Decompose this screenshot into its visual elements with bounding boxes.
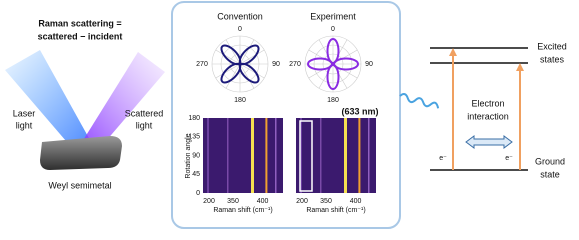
heatmap-stripe <box>344 118 347 193</box>
polar-title: Experiment <box>310 11 356 21</box>
heatmap-stripe <box>265 118 268 193</box>
level-label: state <box>540 169 560 179</box>
x-tick-label: 400 <box>257 198 269 205</box>
y-tick-label: 180 <box>188 115 200 122</box>
angle-label: 90 <box>272 61 280 68</box>
x-tick-label: 350 <box>227 198 239 205</box>
polar-lobe <box>220 62 242 84</box>
arrow-head <box>449 48 457 56</box>
polar-lobe <box>238 44 260 66</box>
y-axis-label: Rotation angle <box>185 133 192 178</box>
angle-label: 0 <box>331 26 335 33</box>
laser-label: light <box>16 120 33 130</box>
heatmap-stripe <box>275 118 277 193</box>
heatmap-stripe <box>368 118 370 193</box>
laser-beam <box>5 50 90 148</box>
angle-label: 180 <box>234 97 246 104</box>
electron-label: e⁻ <box>439 155 447 162</box>
figure: Raman scattering = scattered − incident … <box>5 1 567 229</box>
angle-label: 0 <box>238 26 242 33</box>
interaction-arrow <box>465 135 513 149</box>
x-axis-label: Raman shift (cm⁻¹) <box>306 207 365 214</box>
interaction-label: interaction <box>467 111 509 121</box>
panel-frame <box>171 1 401 229</box>
semimetal-block <box>40 136 122 170</box>
polar-lobe <box>307 57 333 71</box>
level-label: Excited <box>537 41 567 51</box>
x-axis-label: Raman shift (cm⁻¹) <box>213 207 272 214</box>
heatmap-stripe <box>320 118 322 193</box>
polar-lobe <box>220 44 242 66</box>
heatmap <box>203 118 283 193</box>
interaction-label: Electron <box>471 98 504 108</box>
level-label: states <box>540 54 565 64</box>
x-tick-label: 200 <box>296 198 308 205</box>
photon-wave <box>399 93 440 109</box>
x-tick-label: 350 <box>320 198 332 205</box>
polar-lobe <box>238 62 260 84</box>
heatmap-stripe <box>251 118 254 193</box>
polar-lobe <box>326 38 340 64</box>
angle-label: 270 <box>289 61 301 68</box>
y-tick-label: 0 <box>196 190 200 197</box>
heatmaps: 200 350 400 Raman shift (cm⁻¹) 200 350 400 Rama… <box>188 115 376 214</box>
polar-lobe <box>326 64 340 90</box>
angle-label: 90 <box>365 61 373 68</box>
polar-title: Convention <box>217 11 263 21</box>
x-tick-label: 200 <box>203 198 215 205</box>
scattered-label: Scattered <box>125 108 164 118</box>
level-label: Ground <box>535 156 565 166</box>
heatmap-stripe <box>300 118 302 193</box>
y-tick-label: 45 <box>192 171 200 178</box>
y-tick-label: 135 <box>188 134 200 141</box>
angle-label: 270 <box>196 61 208 68</box>
angle-label: 180 <box>327 97 339 104</box>
polar-plots: Convention 0 90 180 270 Experiment 0 90 180 270 <box>196 11 373 103</box>
laser-label: Laser <box>13 108 36 118</box>
title-line: scattered − incident <box>38 31 123 41</box>
y-tick-label: 90 <box>192 152 200 159</box>
electron-label: e⁻ <box>505 155 513 162</box>
x-tick-label: 400 <box>350 198 362 205</box>
polar-lobe <box>333 57 359 71</box>
heatmap-stripe <box>207 118 209 193</box>
arrow-head <box>516 63 524 71</box>
highlight-box <box>299 120 313 192</box>
heatmap <box>296 118 376 193</box>
wavelength: (633 nm) <box>341 106 378 116</box>
title-line: Raman scattering = <box>38 18 121 28</box>
scattered-label: light <box>136 120 153 130</box>
material-label: Weyl semimetal <box>48 180 111 190</box>
heatmap-stripe <box>358 118 361 193</box>
heatmap-stripe <box>227 118 229 193</box>
scattered-beam <box>82 52 165 148</box>
